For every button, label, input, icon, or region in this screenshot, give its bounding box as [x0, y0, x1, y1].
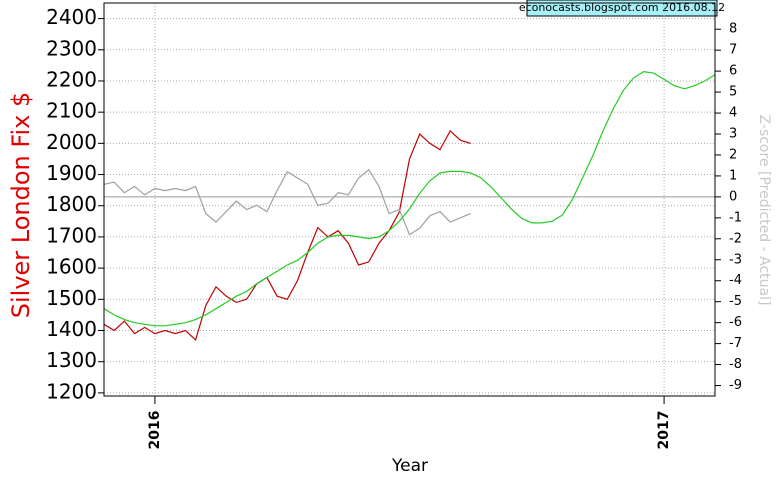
series-line: [103, 129, 471, 341]
y-tick-label: 1200: [46, 379, 97, 403]
y-tick-label: 2100: [46, 99, 97, 123]
series-line: [103, 70, 716, 327]
y-tick-label: 1600: [46, 255, 97, 279]
y-tick-label: 1400: [46, 317, 97, 341]
y2-tick-label: 5: [729, 85, 737, 100]
y2-tick-label: 2: [729, 147, 737, 162]
y2-tick-label: -6: [729, 315, 742, 330]
y-tick-label: 2200: [46, 67, 97, 91]
y-axis-label: Silver London Fix $: [7, 92, 35, 318]
y2-tick-label: -5: [729, 294, 742, 309]
x-axis-label: Year: [391, 456, 428, 476]
x-tick-label: 2017: [656, 411, 672, 450]
y2-tick-label: 3: [729, 127, 737, 142]
y2-tick-label: -3: [729, 252, 742, 267]
y2-tick-label: -9: [729, 378, 742, 393]
y-tick-label: 1300: [46, 348, 97, 372]
annotation: econocasts.blogspot.com 2016.08.12: [519, 1, 725, 14]
y2-tick-label: 4: [729, 106, 737, 121]
y2-tick-label: -8: [729, 357, 742, 372]
y-tick-label: 1900: [46, 161, 97, 185]
annotation-box: [526, 0, 718, 17]
y-tick-label: 2300: [46, 36, 97, 60]
y-tick-label: 2400: [46, 5, 97, 29]
y2-tick-label: -7: [729, 336, 742, 351]
y2-tick-label: 7: [729, 43, 737, 58]
y2-tick-label: -1: [729, 210, 742, 225]
y2-tick-label: 6: [729, 64, 737, 79]
series-line: [103, 168, 471, 236]
y2-axis-label: Z-score [Predicted - Actual]: [756, 115, 772, 306]
y-tick-label: 1700: [46, 223, 97, 247]
plot-frame: [103, 2, 716, 397]
y2-tick-label: 8: [729, 22, 737, 37]
y-tick-label: 1800: [46, 192, 97, 216]
y2-tick-label: -2: [729, 231, 742, 246]
x-tick-label: 2016: [147, 411, 163, 450]
y2-tick-label: -4: [729, 273, 742, 288]
y2-tick-label: 1: [729, 168, 737, 183]
y-tick-label: 1500: [46, 286, 97, 310]
y-tick-label: 2000: [46, 130, 97, 154]
y2-tick-label: 0: [729, 189, 737, 204]
